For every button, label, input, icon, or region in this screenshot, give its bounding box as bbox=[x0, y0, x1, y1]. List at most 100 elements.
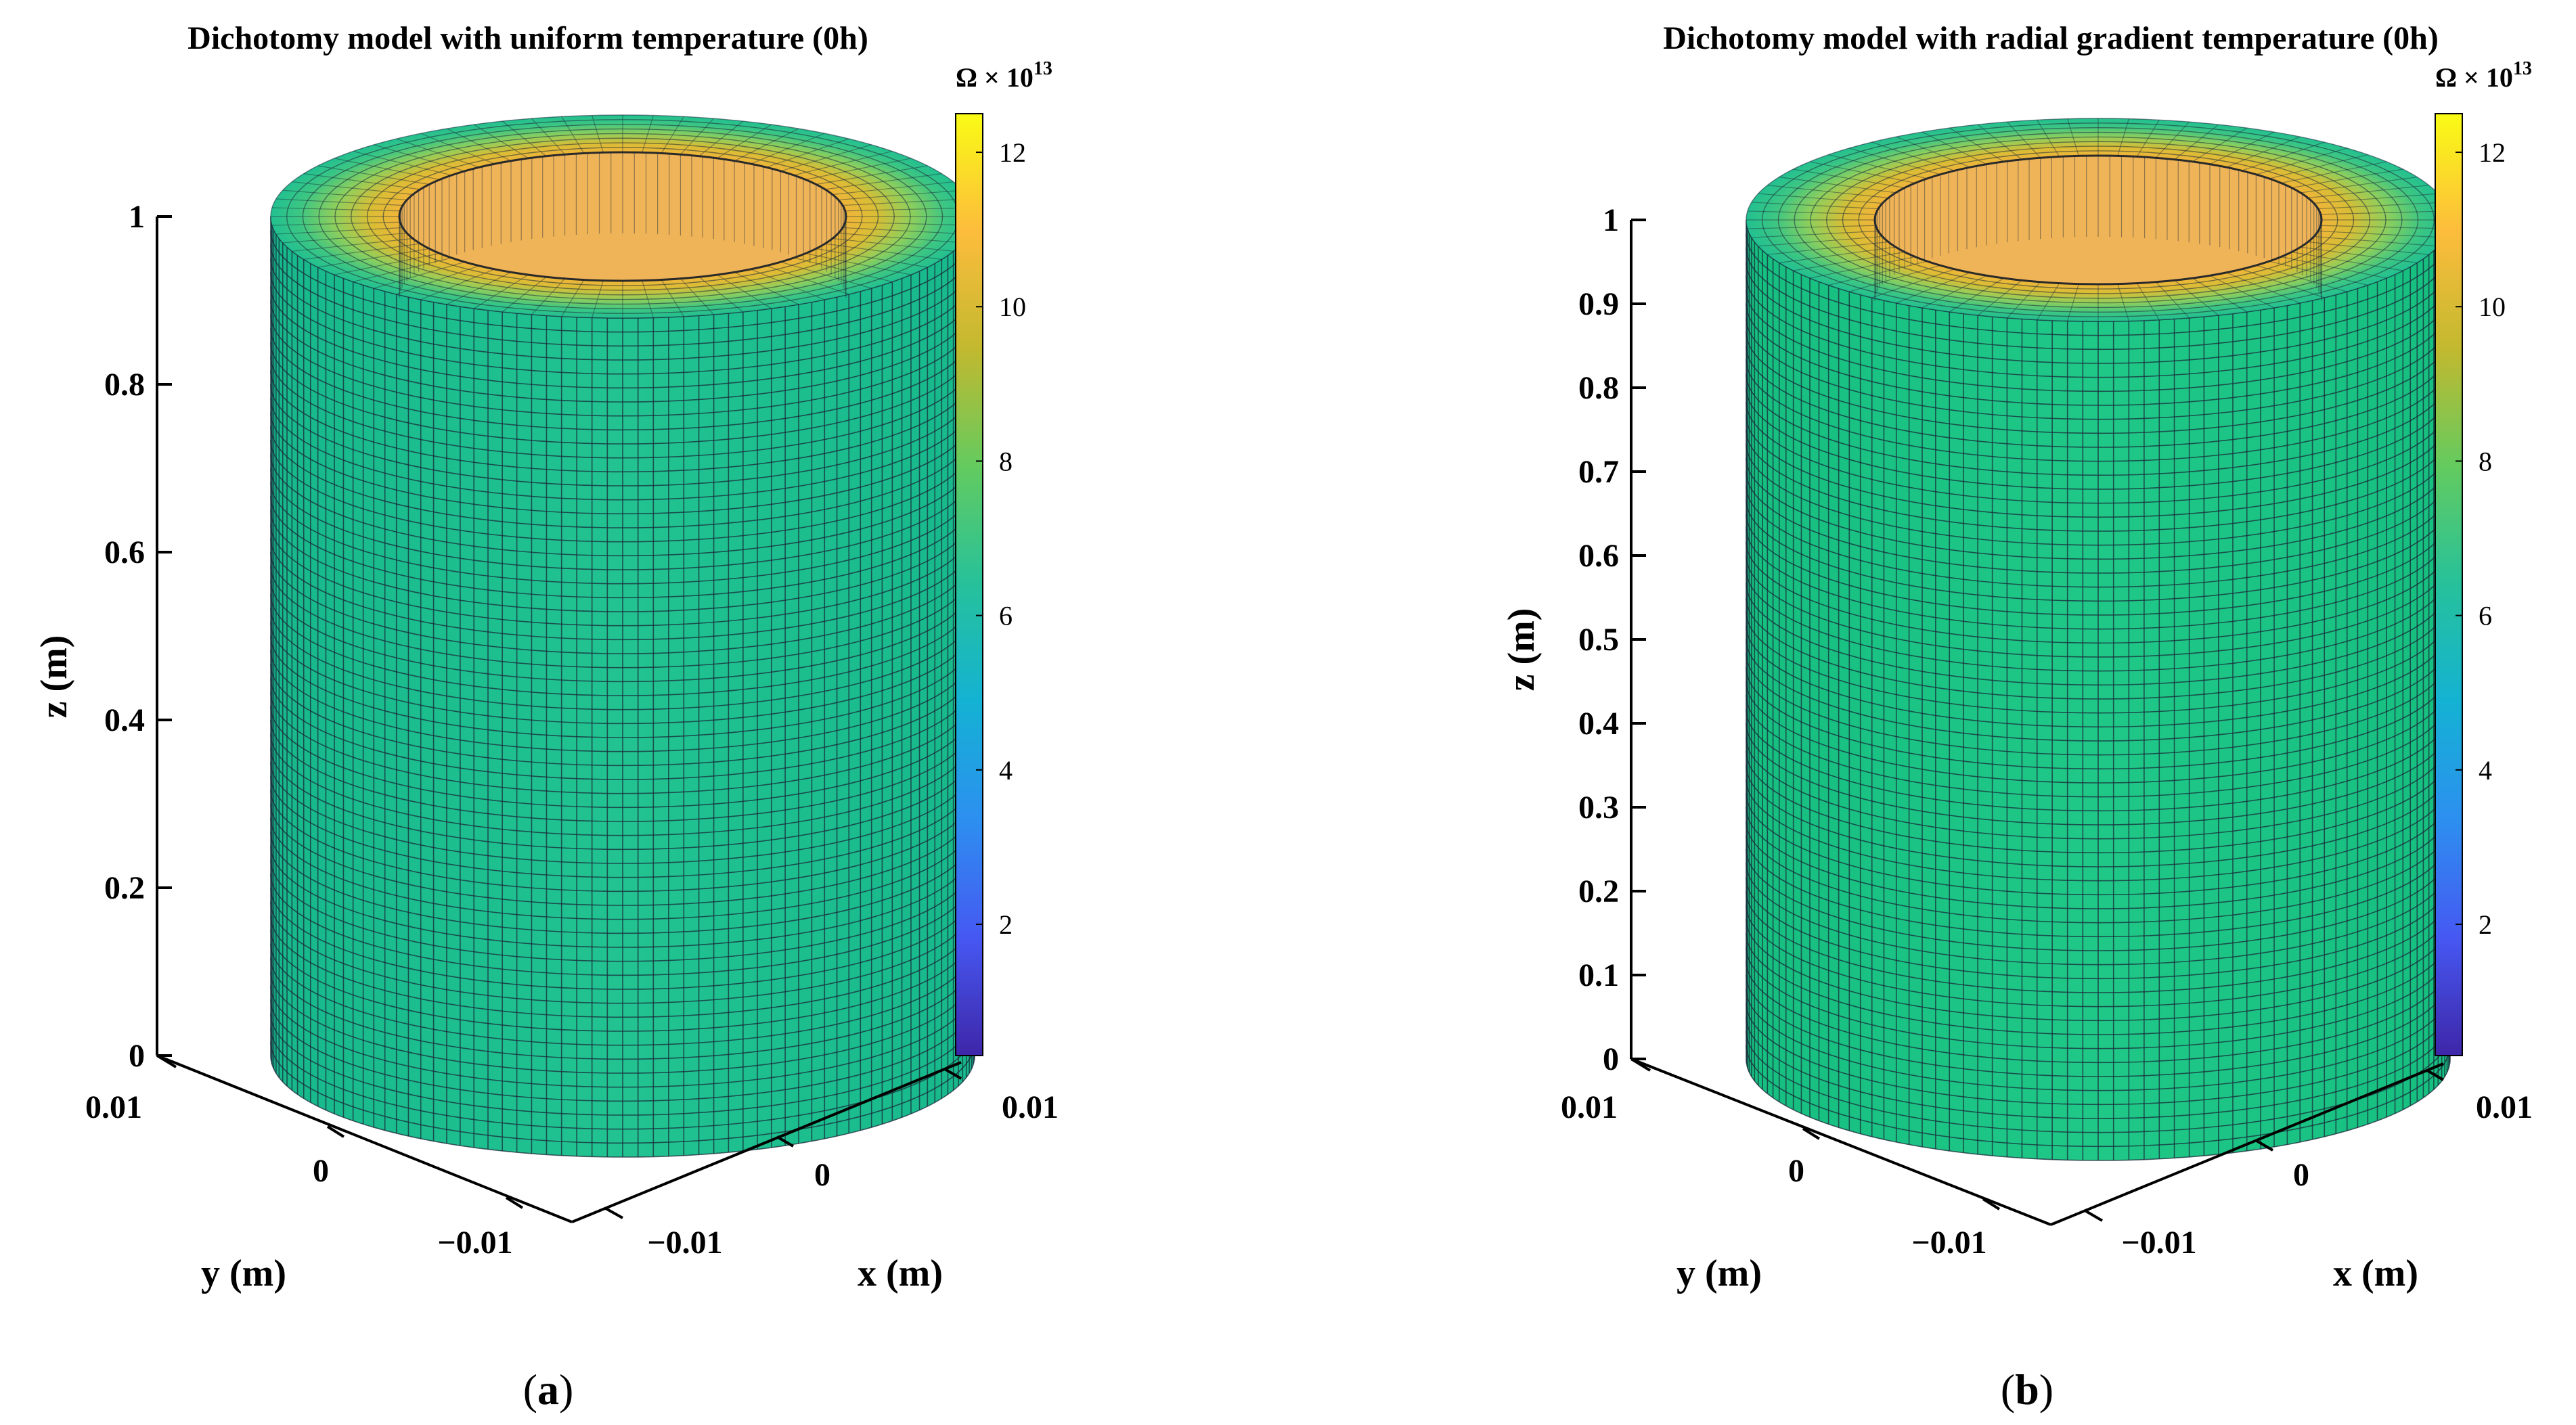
mesh-horizontal-line bbox=[270, 510, 975, 612]
top-mesh-spoke bbox=[2226, 272, 2301, 304]
mesh-horizontal-line bbox=[1746, 541, 2451, 644]
top-mesh-spoke bbox=[292, 238, 413, 252]
y-tick-label: 0 bbox=[313, 1153, 329, 1189]
top-mesh-spoke bbox=[805, 252, 912, 275]
mesh-horizontal-line bbox=[1746, 443, 2451, 546]
mesh-horizontal-line bbox=[270, 1055, 975, 1158]
mesh-horizontal-line bbox=[270, 412, 975, 515]
top-mesh-spoke bbox=[282, 189, 407, 201]
top-mesh-spoke bbox=[832, 238, 954, 252]
x-tick-mark bbox=[2255, 1139, 2274, 1152]
mesh-horizontal-line bbox=[270, 775, 975, 878]
top-mesh-spoke bbox=[2241, 269, 2325, 298]
mesh-horizontal-line bbox=[270, 859, 975, 962]
mesh-horizontal-line bbox=[1746, 723, 2451, 825]
top-mesh-spoke bbox=[2037, 283, 2060, 321]
top-mesh-spoke bbox=[642, 280, 654, 318]
mesh-horizontal-line bbox=[1746, 639, 2451, 742]
top-mesh-spoke bbox=[420, 269, 495, 300]
top-mesh-spoke bbox=[592, 280, 604, 318]
colorbar-tick-label: 12 bbox=[2479, 137, 2506, 168]
colorbar-tick-label: 4 bbox=[2479, 755, 2492, 786]
mesh-horizontal-line bbox=[270, 286, 975, 389]
top-mesh-spoke bbox=[1767, 241, 1888, 255]
top-mesh-ring bbox=[1810, 136, 2386, 304]
x-axis: −0.01 0 0.01 x (m) bbox=[2050, 1062, 2533, 1294]
top-mesh-spoke bbox=[2301, 177, 2418, 194]
mesh-horizontal-line bbox=[1746, 1016, 2451, 1119]
top-mesh-spoke bbox=[734, 271, 799, 305]
x-tick-mark bbox=[2085, 1210, 2104, 1222]
top-mesh-spoke bbox=[1779, 246, 1896, 263]
mesh-horizontal-line bbox=[1746, 890, 2451, 993]
top-mesh-spoke bbox=[1871, 141, 1955, 171]
mesh-horizontal-line bbox=[270, 677, 975, 780]
top-mesh-spoke bbox=[680, 278, 715, 315]
mesh-horizontal-line bbox=[270, 664, 975, 767]
mesh-horizontal-line bbox=[1746, 415, 2451, 518]
top-mesh-spoke bbox=[2269, 154, 2368, 179]
top-mesh-spoke bbox=[2006, 281, 2041, 319]
z-tick-label: 0 bbox=[1603, 1041, 1619, 1077]
mesh-horizontal-line bbox=[1746, 905, 2451, 1008]
top-mesh-spoke bbox=[816, 165, 928, 185]
top-mesh-spoke bbox=[353, 257, 452, 283]
top-mesh-spoke bbox=[2209, 275, 2275, 309]
top-mesh-spoke bbox=[1949, 127, 2004, 162]
z-axis-ticks: 0 0.2 0.4 0.6 0.8 1 bbox=[104, 199, 172, 1074]
top-mesh-spoke bbox=[282, 232, 407, 244]
mesh-horizontal-line bbox=[270, 356, 975, 459]
top-mesh-spoke bbox=[1871, 269, 1955, 298]
top-mesh-ring bbox=[1762, 122, 2435, 317]
top-mesh-ring bbox=[351, 137, 895, 296]
top-mesh-spoke bbox=[1767, 185, 1888, 199]
top-mesh-spoke bbox=[271, 221, 401, 226]
top-mesh-spoke bbox=[2037, 119, 2060, 157]
mesh-horizontal-line bbox=[270, 635, 975, 738]
top-mesh-spoke bbox=[1828, 261, 1928, 286]
x-tick-label: 0 bbox=[2293, 1157, 2309, 1193]
mesh-horizontal-line bbox=[1746, 429, 2451, 532]
top-mesh-spoke bbox=[2067, 284, 2079, 321]
z-tick-label: 0 bbox=[129, 1038, 145, 1074]
mesh-horizontal-line bbox=[270, 1041, 975, 1144]
top-mesh-spoke bbox=[473, 274, 529, 309]
top-mesh-spoke bbox=[2301, 246, 2418, 263]
top-mesh-spoke bbox=[1849, 265, 1940, 292]
mesh-horizontal-line bbox=[270, 328, 975, 431]
top-mesh-spoke bbox=[1758, 193, 1883, 204]
x-axis-line bbox=[571, 1061, 962, 1223]
mesh-horizontal-line bbox=[1746, 317, 2451, 420]
mesh-horizontal-line bbox=[270, 496, 975, 599]
mesh-horizontal-line bbox=[1746, 471, 2451, 574]
panel-caption: (b) bbox=[2001, 1365, 2053, 1413]
mesh-horizontal-line bbox=[270, 733, 975, 836]
top-mesh-ring bbox=[1777, 127, 2419, 313]
mesh-horizontal-line bbox=[1746, 583, 2451, 686]
mesh-horizontal-line bbox=[1746, 345, 2451, 448]
mesh-horizontal-line bbox=[270, 314, 975, 417]
mesh-horizontal-line bbox=[270, 719, 975, 822]
top-mesh-spoke bbox=[420, 133, 495, 164]
top-mesh-spoke bbox=[2291, 251, 2403, 271]
top-mesh-spoke bbox=[765, 265, 849, 295]
mesh-horizontal-line bbox=[270, 999, 975, 1102]
mesh-horizontal-line bbox=[270, 342, 975, 445]
top-mesh-spoke bbox=[2241, 141, 2325, 171]
colorbar-unit: Ω × 1013 bbox=[956, 58, 1052, 93]
y-tick-label: 0.01 bbox=[85, 1089, 142, 1125]
mesh-horizontal-line bbox=[1746, 835, 2451, 938]
mesh-horizontal-line bbox=[270, 1013, 975, 1116]
mesh-horizontal-line bbox=[270, 426, 975, 528]
top-mesh-spoke bbox=[698, 120, 744, 157]
top-mesh-spoke bbox=[1896, 136, 1970, 168]
mesh-horizontal-line bbox=[1746, 695, 2451, 798]
mesh-horizontal-line bbox=[270, 622, 975, 725]
y-tick-mark bbox=[156, 1054, 177, 1068]
mesh-horizontal-line bbox=[1746, 611, 2451, 714]
x-tick-label: −0.01 bbox=[647, 1225, 722, 1261]
x-tick-label: 0 bbox=[814, 1157, 830, 1193]
z-tick-label: 0.8 bbox=[104, 367, 145, 403]
top-mesh-spoke bbox=[845, 221, 974, 226]
